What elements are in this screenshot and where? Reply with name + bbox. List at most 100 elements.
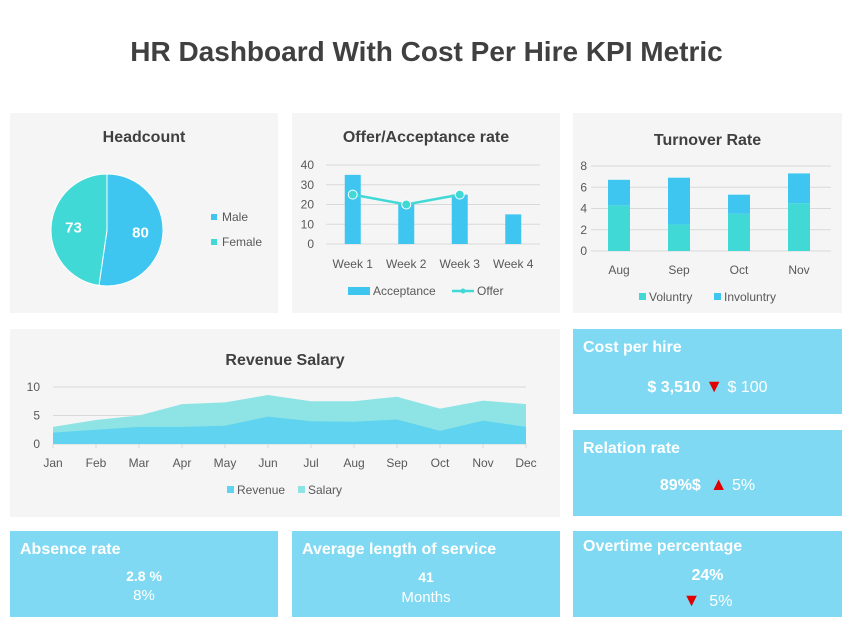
x-tick-label: Aug xyxy=(343,456,364,470)
overtime-card: Overtime percentage 24% ▼ 5% xyxy=(573,531,842,617)
legend-label: Revenue xyxy=(237,483,285,497)
y-tick-label: 8 xyxy=(580,159,587,173)
pie-slice-female xyxy=(50,173,108,286)
legend-swatch-revenue xyxy=(227,486,234,493)
legend-label: Involuntry xyxy=(724,290,776,304)
voluntry-bar xyxy=(668,224,690,251)
offer-point xyxy=(454,189,465,200)
x-tick-label: Mar xyxy=(129,456,150,470)
x-tick-label: Jun xyxy=(258,456,277,470)
x-tick-label: Sep xyxy=(386,456,408,470)
relation-change: 5% xyxy=(731,477,756,494)
voluntry-bar xyxy=(728,213,750,251)
legend-label: Offer xyxy=(477,284,503,298)
x-tick-label: Aug xyxy=(608,263,629,277)
y-tick-label: 6 xyxy=(580,180,587,194)
legend-swatch-female xyxy=(211,239,217,245)
offer-chart: 0 10 20 30 40 Week 1 Week 2 Week 3 Week 4 Accepta… xyxy=(301,158,540,298)
avg-sub: Months xyxy=(401,589,451,606)
x-tick-label: Sep xyxy=(668,263,690,277)
cost-value: $ 3,510 xyxy=(647,379,701,396)
pie-data-label: 73 xyxy=(65,220,82,237)
pie-slice-male xyxy=(98,173,164,287)
up-arrow-icon: ▲ xyxy=(709,474,728,494)
y-tick-label: 4 xyxy=(580,202,587,216)
acceptance-bar xyxy=(451,194,468,244)
x-tick-label: Nov xyxy=(788,263,809,277)
headcount-title: Headcount xyxy=(102,129,186,146)
legend-label: Salary xyxy=(308,483,342,497)
relation-rate-card: Relation rate 89%$ ▲ 5% xyxy=(573,430,842,516)
y-tick-label: 5 xyxy=(33,409,40,423)
turnover-title: Turnover Rate xyxy=(653,132,762,149)
y-tick-label: 2 xyxy=(580,223,587,237)
overtime-value: 24% xyxy=(691,567,724,584)
offer-title: Offer/Acceptance rate xyxy=(342,129,510,146)
x-tick-label: Week 3 xyxy=(440,257,481,271)
y-tick-label: 0 xyxy=(580,244,587,258)
legend-label: Female xyxy=(222,235,262,249)
down-arrow-icon: ▼ xyxy=(705,376,724,396)
avg-title: Average length of service xyxy=(302,541,497,558)
offer-panel: Offer/Acceptance rate 0 10 20 30 40 Week 1 Wee… xyxy=(292,113,560,313)
revenue-panel: Revenue Salary 0 5 10 Jan Feb Mar Apr May Jun Jul… xyxy=(10,329,560,517)
voluntry-bar xyxy=(608,205,630,251)
offer-point xyxy=(401,199,412,210)
down-arrow-icon: ▼ xyxy=(682,590,701,610)
x-tick-label: Jul xyxy=(303,456,318,470)
involuntry-bar xyxy=(608,179,630,206)
y-tick-label: 30 xyxy=(301,178,315,192)
headcount-pie-chart: 80 Male 73 Female xyxy=(50,173,262,287)
legend-label: Acceptance xyxy=(373,284,436,298)
page-title: HR Dashboard With Cost Per Hire KPI Metr… xyxy=(130,36,723,67)
acceptance-bar xyxy=(398,204,415,244)
y-tick-label: 20 xyxy=(301,198,315,212)
legend-swatch-involuntry xyxy=(714,293,721,300)
overtime-change: 5% xyxy=(709,593,733,610)
x-tick-label: Week 1 xyxy=(333,257,374,271)
y-tick-label: 0 xyxy=(307,237,314,251)
y-tick-label: 0 xyxy=(33,437,40,451)
x-tick-label: Feb xyxy=(86,456,107,470)
absence-value: 2.8 % xyxy=(126,568,162,584)
absence-sub: 8% xyxy=(133,587,155,604)
x-tick-label: Week 4 xyxy=(493,257,534,271)
involuntry-bar xyxy=(728,194,750,214)
pie-data-label: 80 xyxy=(132,224,149,241)
revenue-area xyxy=(53,416,526,444)
relation-title: Relation rate xyxy=(583,440,680,457)
x-tick-label: Nov xyxy=(472,456,493,470)
y-tick-label: 10 xyxy=(301,217,315,231)
legend-swatch-acceptance xyxy=(348,287,370,295)
turnover-chart: 0 2 4 6 8 Aug Sep Oct Nov Voluntry Involuntry xyxy=(580,159,831,304)
headcount-panel: Headcount 80 Male 73 Female xyxy=(10,113,278,313)
absence-rate-card: Absence rate 2.8 % 8% xyxy=(10,531,278,617)
x-tick-label: May xyxy=(214,456,237,470)
legend-label: Male xyxy=(222,210,248,224)
offer-point xyxy=(347,189,358,200)
cost-per-hire-card: Cost per hire $ 3,510 ▼ $ 100 xyxy=(573,329,842,414)
revenue-chart: 0 5 10 Jan Feb Mar Apr May Jun Jul Aug Sep Oct Nov Dec… xyxy=(27,380,537,497)
relation-value: 89%$ xyxy=(659,477,701,494)
x-tick-label: Apr xyxy=(173,456,192,470)
x-tick-label: Oct xyxy=(431,456,450,470)
x-tick-label: Oct xyxy=(730,263,749,277)
y-tick-label: 10 xyxy=(27,380,41,394)
avg-value: 41 xyxy=(418,569,434,585)
acceptance-bar xyxy=(505,214,522,244)
cost-title: Cost per hire xyxy=(583,339,682,356)
absence-title: Absence rate xyxy=(20,541,121,558)
x-tick-label: Week 2 xyxy=(386,257,427,271)
turnover-panel: Turnover Rate 0 2 4 6 8 Aug Sep Oct Nov Voluntry I… xyxy=(573,113,842,313)
y-tick-label: 40 xyxy=(301,158,315,172)
acceptance-bar xyxy=(344,174,361,244)
x-tick-label: Dec xyxy=(515,456,536,470)
legend-label: Voluntry xyxy=(649,290,692,304)
legend-swatch-voluntry xyxy=(639,293,646,300)
revenue-title: Revenue Salary xyxy=(225,352,345,369)
avg-length-card: Average length of service 41 Months xyxy=(292,531,560,617)
x-tick-label: Jan xyxy=(43,456,62,470)
involuntry-bar xyxy=(788,173,810,204)
involuntry-bar xyxy=(668,177,690,225)
overtime-title: Overtime percentage xyxy=(583,538,743,555)
